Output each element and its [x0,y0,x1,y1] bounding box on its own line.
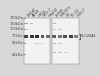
Text: 170kDa: 170kDa [9,16,23,21]
Bar [30,35,34,38]
Bar [52,35,56,38]
Bar [69,35,73,38]
Bar [24,23,26,24]
Bar [40,35,44,38]
Text: HepG2: HepG2 [48,6,59,18]
Bar [24,43,26,44]
Bar [24,54,26,55]
Bar [25,23,28,24]
Bar [64,35,67,38]
Bar [64,52,67,53]
Bar [53,52,56,53]
Bar [24,36,26,37]
Bar [24,18,26,19]
Bar [30,23,33,24]
Text: 40kDa: 40kDa [12,53,23,57]
Text: 55kDa: 55kDa [12,41,23,45]
Text: LNCaP: LNCaP [26,7,37,18]
Bar [36,43,39,44]
Text: MCF-7: MCF-7 [42,7,53,18]
Text: 100kDa: 100kDa [9,27,23,31]
Text: C6: C6 [65,11,72,18]
Bar [25,29,28,30]
Bar [53,43,56,44]
Bar [58,52,62,53]
Bar [58,43,62,44]
Text: 130kDa: 130kDa [9,22,23,26]
Text: COS-7: COS-7 [76,7,87,18]
Bar [53,29,56,30]
Text: NIH/3T3: NIH/3T3 [60,5,73,18]
Text: SLC20A1: SLC20A1 [81,34,97,38]
Bar [41,43,44,44]
Bar [46,35,50,38]
Bar [52,18,79,64]
Bar [24,18,50,64]
Text: A549: A549 [32,8,41,18]
Text: PC-12: PC-12 [71,7,81,18]
Text: 70kDa: 70kDa [12,34,23,38]
Bar [53,23,56,24]
Bar [24,35,28,38]
Bar [58,35,62,38]
Text: HeLa: HeLa [37,9,46,18]
Bar [58,29,62,30]
Bar [35,35,39,38]
Bar [74,35,78,38]
Bar [24,29,26,30]
Text: Jurkat: Jurkat [54,7,65,18]
